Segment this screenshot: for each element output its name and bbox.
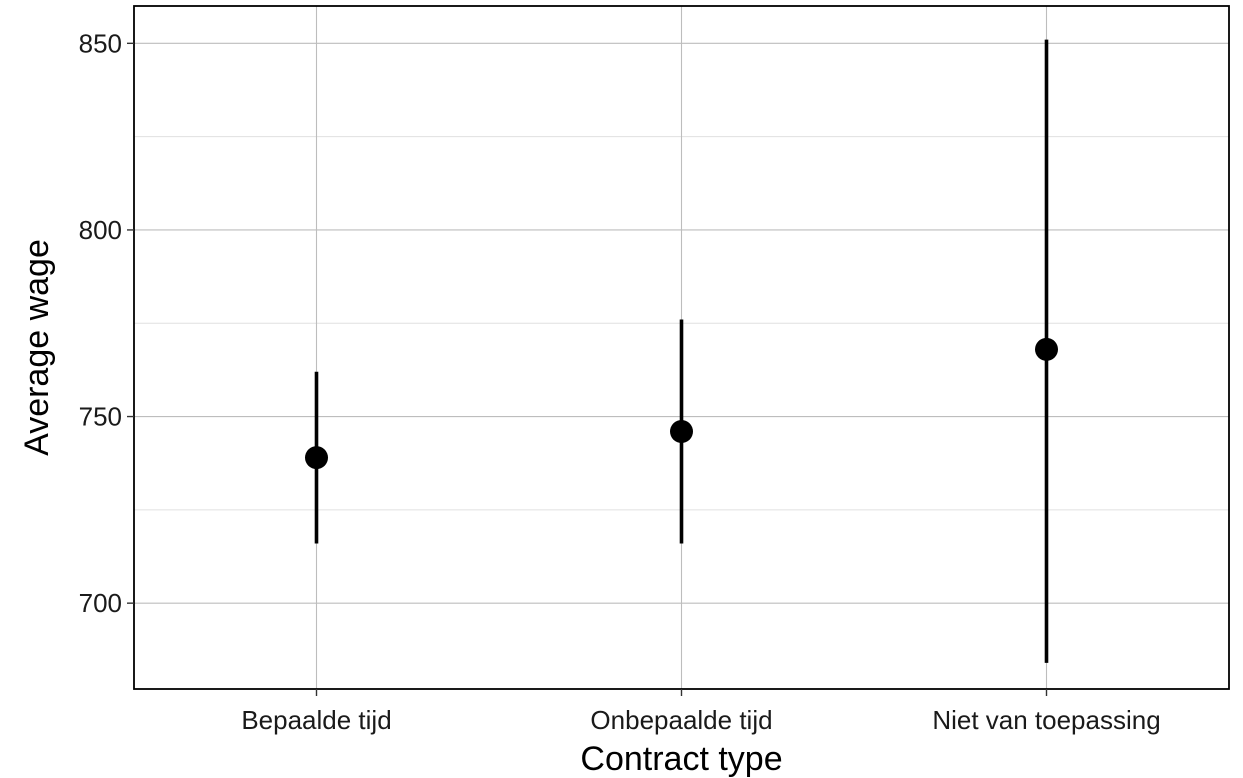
data-points <box>305 337 1058 470</box>
x-axis-tick-label: Bepaalde tijd <box>241 705 391 735</box>
x-axis-tick-label: Onbepaalde tijd <box>590 705 772 735</box>
y-axis-tick-label: 700 <box>79 588 122 618</box>
x-axis-title: Contract type <box>580 740 782 778</box>
x-axis-tick-labels: Bepaalde tijd Onbepaalde tijd Niet van toe… <box>241 705 1160 735</box>
y-axis-tick-label: 850 <box>79 28 122 58</box>
y-axis-tick-label: 800 <box>79 215 122 245</box>
data-point <box>670 419 693 443</box>
x-axis-tick-label: Niet van toepassing <box>932 705 1160 735</box>
y-axis-title: Average wage <box>18 239 56 456</box>
y-axis-tick-labels: 700 750 800 850 <box>79 28 122 618</box>
data-point <box>1035 337 1058 361</box>
y-axis-tick-label: 750 <box>79 402 122 432</box>
data-point <box>305 446 328 470</box>
axis-ticks <box>127 42 1048 696</box>
